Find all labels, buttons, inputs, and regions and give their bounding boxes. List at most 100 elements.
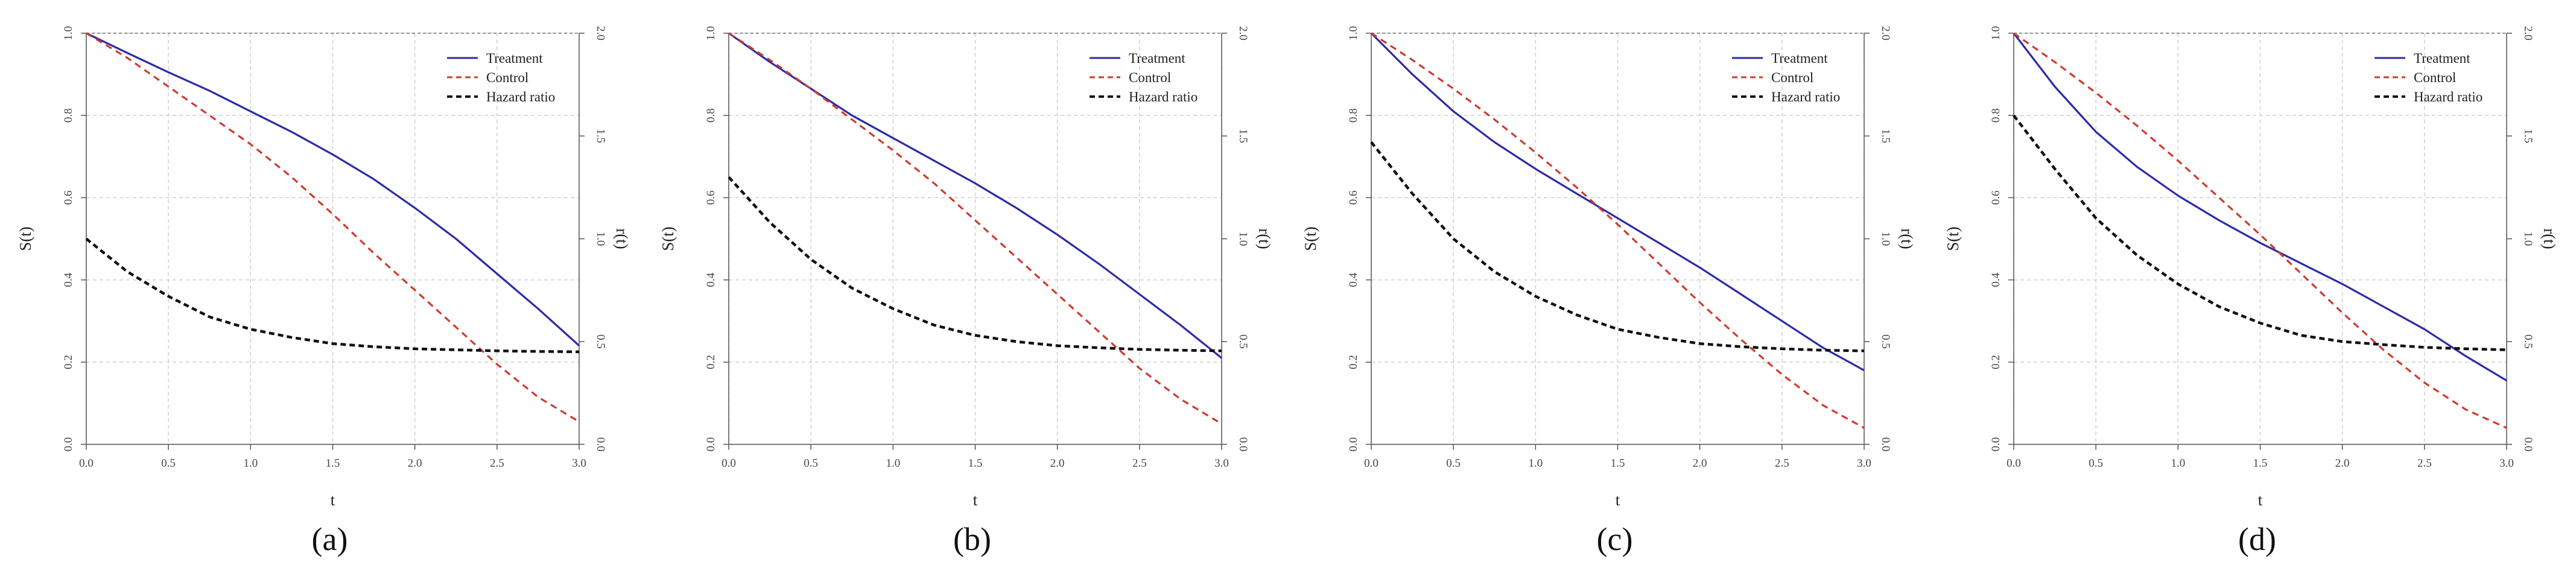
y-tick-label: 0.2 <box>62 355 75 369</box>
series-control <box>728 32 1222 425</box>
x-axis-title: t <box>2258 491 2263 509</box>
y2-tick-label: 0.5 <box>1879 334 1892 349</box>
y2-tick-label: 0.5 <box>1237 334 1249 349</box>
legend-label-1: Treatment <box>486 51 543 66</box>
series-control <box>1371 32 1865 429</box>
y-tick-label: 0.2 <box>1990 355 2002 369</box>
y-tick-label: 0.0 <box>1347 437 1360 452</box>
y-axis-title: S(t) <box>16 226 34 251</box>
y2-tick-label: 2.0 <box>1879 26 1892 40</box>
x-axis-title: t <box>331 491 335 509</box>
x-tick-label: 2.0 <box>1693 457 1707 470</box>
x-tick-label: 2.5 <box>2417 457 2432 470</box>
series-treatment <box>1370 32 1865 371</box>
x-tick-label: 1.0 <box>886 457 900 470</box>
y-tick-label: 0.8 <box>1990 108 2002 123</box>
x-axis-title: t <box>1616 491 1620 509</box>
series-treatment <box>86 32 580 347</box>
y2-axis-title: r(t) <box>1255 228 1274 249</box>
y-tick-label: 0.8 <box>1347 108 1360 123</box>
x-tick-label: 3.0 <box>1857 457 1871 470</box>
x-tick-label: 0.0 <box>79 457 94 470</box>
panel-label: (d) <box>2238 521 2276 557</box>
legend-label-2: Control <box>1129 70 1171 85</box>
y-tick-label: 0.6 <box>705 191 717 205</box>
y2-tick-label: 0.5 <box>594 334 607 349</box>
x-tick-label: 2.5 <box>1132 457 1147 470</box>
series-hazard-ratio <box>85 237 580 354</box>
y2-axis-title: r(t) <box>613 228 631 249</box>
x-tick-label: 0.5 <box>1446 457 1461 470</box>
legend-label-3: Hazard ratio <box>1771 89 1840 104</box>
y2-tick-label: 1.5 <box>1879 129 1892 143</box>
y-tick-label: 0.6 <box>1990 191 2002 205</box>
y-tick-label: 0.4 <box>705 272 717 287</box>
y2-axis-title: r(t) <box>2540 228 2559 249</box>
x-tick-label: 1.5 <box>1611 457 1625 470</box>
panel-c: 0.0 0.5 1.0 1.5 2.0 2.5 3.0 0.0 0.2 0.4 0.6 0.8 1.0 0… <box>1301 26 1916 557</box>
y-axis-title: S(t) <box>659 226 677 251</box>
y-tick-label: 0.4 <box>1347 272 1360 287</box>
series-control <box>86 32 580 423</box>
legend: Treatment Control Hazard ratio <box>1090 51 1198 104</box>
y2-tick-label: 0.0 <box>1879 437 1892 452</box>
x-tick-label: 2.5 <box>490 457 504 470</box>
y2-tick-label: 0.0 <box>2522 437 2534 452</box>
y2-tick-label: 0.0 <box>1237 437 1249 452</box>
x-tick-label: 2.0 <box>2335 457 2350 470</box>
y-tick-label: 0.6 <box>1347 191 1360 205</box>
x-tick-label: 0.0 <box>1364 457 1378 470</box>
y2-tick-label: 1.0 <box>2522 232 2534 246</box>
panel-label: (c) <box>1597 521 1633 557</box>
panel-label: (b) <box>953 521 991 557</box>
x-tick-label: 1.0 <box>243 457 258 470</box>
series-control <box>2013 32 2507 429</box>
y-tick-label: 1.0 <box>1990 26 2002 40</box>
y2-tick-label: 1.0 <box>594 232 607 246</box>
x-tick-label: 3.0 <box>2499 457 2514 470</box>
x-tick-label: 2.0 <box>1050 457 1065 470</box>
y2-tick-label: 1.5 <box>2522 129 2534 143</box>
panel-label: (a) <box>312 521 348 557</box>
y2-tick-label: 1.5 <box>1237 129 1249 143</box>
x-tick-label: 2.5 <box>1775 457 1789 470</box>
y-tick-label: 0.8 <box>62 108 75 123</box>
y2-axis-title: r(t) <box>1898 228 1916 249</box>
x-tick-label: 3.0 <box>572 457 586 470</box>
y-axis-title: S(t) <box>1944 226 1962 251</box>
panel-b: 0.0 0.5 1.0 1.5 2.0 2.5 3.0 0.0 0.2 0.4 0.6 0.8 1.0 0… <box>659 26 1274 557</box>
x-tick-label: 2.0 <box>408 457 422 470</box>
legend-label-1: Treatment <box>1771 51 1828 66</box>
x-tick-label: 3.0 <box>1214 457 1229 470</box>
y-tick-label: 1.0 <box>1347 26 1360 40</box>
y-axis-title: S(t) <box>1301 226 1319 251</box>
series-treatment <box>2013 33 2507 382</box>
y2-tick-label: 0.5 <box>2522 334 2534 349</box>
y2-tick-label: 2.0 <box>1237 26 1249 40</box>
legend-label-3: Hazard ratio <box>1129 89 1198 104</box>
y-tick-label: 0.0 <box>62 437 75 452</box>
y2-tick-label: 0.0 <box>594 437 607 452</box>
x-tick-label: 1.0 <box>1528 457 1543 470</box>
y-tick-label: 0.6 <box>62 191 75 205</box>
y-tick-label: 0.4 <box>62 272 75 287</box>
legend-label-2: Control <box>2414 70 2456 85</box>
series-hazard-ratio <box>728 176 1222 353</box>
x-tick-label: 1.5 <box>326 457 340 470</box>
x-tick-label: 1.5 <box>968 457 983 470</box>
y-tick-label: 1.0 <box>705 26 717 40</box>
x-tick-label: 0.0 <box>722 457 736 470</box>
series-hazard-ratio <box>2013 114 2507 351</box>
x-tick-label: 0.5 <box>2089 457 2103 470</box>
legend-label-1: Treatment <box>2414 51 2470 66</box>
y2-tick-label: 1.0 <box>1237 232 1249 246</box>
y-tick-label: 0.0 <box>705 437 717 452</box>
y-tick-label: 0.8 <box>705 108 717 123</box>
legend-label-2: Control <box>486 70 528 85</box>
legend: Treatment Control Hazard ratio <box>2375 51 2482 104</box>
panel-a: 0.0 0.5 1.0 1.5 2.0 2.5 3.0 0.0 0.2 0.4 0.6 0.8 1.0 0… <box>16 26 631 557</box>
x-tick-label: 1.0 <box>2171 457 2185 470</box>
y2-tick-label: 1.0 <box>1879 232 1892 246</box>
y-tick-label: 0.2 <box>705 355 717 369</box>
